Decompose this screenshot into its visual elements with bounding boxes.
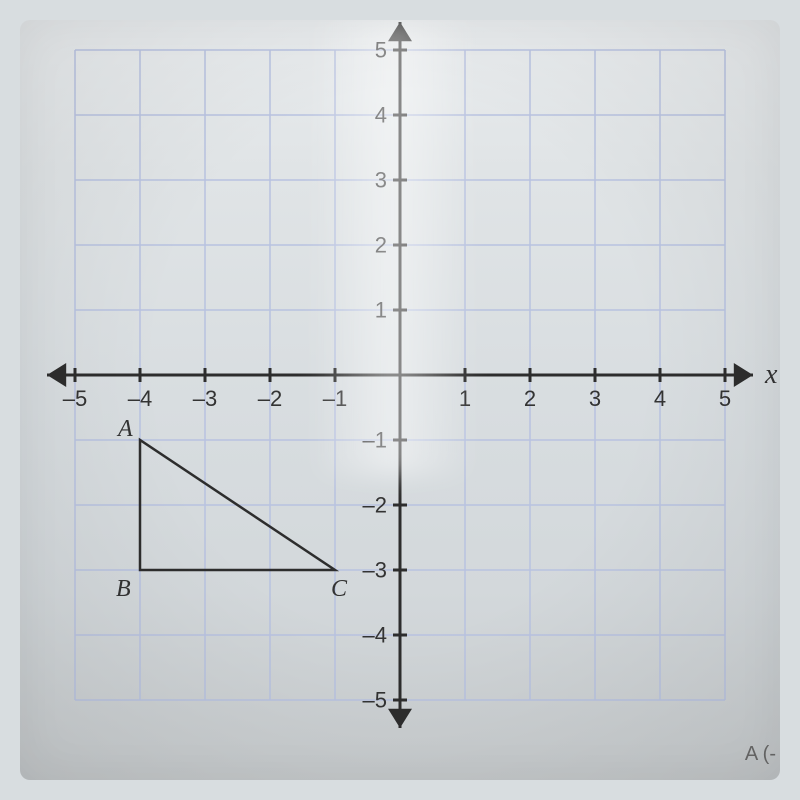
vertex-label-c: C: [331, 576, 348, 602]
y-tick-label: 4: [375, 103, 387, 128]
y-tick-label: –2: [363, 493, 387, 518]
y-tick-label: 5: [375, 38, 387, 63]
x-tick-label: 3: [589, 386, 601, 411]
axis-arrow-icon: [47, 363, 66, 387]
vertex-label-a: A: [116, 416, 133, 442]
x-tick-label: –4: [128, 386, 152, 411]
y-tick-label: –5: [363, 688, 387, 713]
x-tick-label: –2: [258, 386, 282, 411]
axis-arrow-icon: [734, 363, 753, 387]
y-tick-label: –1: [363, 428, 387, 453]
y-tick-label: 3: [375, 168, 387, 193]
x-tick-label: 5: [719, 386, 731, 411]
axis-arrow-icon: [388, 22, 412, 41]
x-tick-label: 2: [524, 386, 536, 411]
y-tick-label: 1: [375, 298, 387, 323]
x-tick-label: 4: [654, 386, 666, 411]
x-tick-label: –5: [63, 386, 87, 411]
x-tick-label: –1: [323, 386, 347, 411]
x-tick-label: 1: [459, 386, 471, 411]
y-tick-label: 2: [375, 233, 387, 258]
screenshot-photo: xy–5–4–3–2–112345–5–4–3–2–112345ABC A (-: [20, 20, 780, 780]
cropped-answer-text: A (-: [745, 743, 776, 766]
axis-arrow-icon: [388, 709, 412, 728]
vertex-label-b: B: [116, 576, 131, 602]
x-tick-label: –3: [193, 386, 217, 411]
y-tick-label: –4: [363, 623, 387, 648]
x-axis-label: x: [764, 359, 778, 390]
coordinate-graph: xy–5–4–3–2–112345–5–4–3–2–112345ABC: [20, 20, 780, 780]
y-tick-label: –3: [363, 558, 387, 583]
